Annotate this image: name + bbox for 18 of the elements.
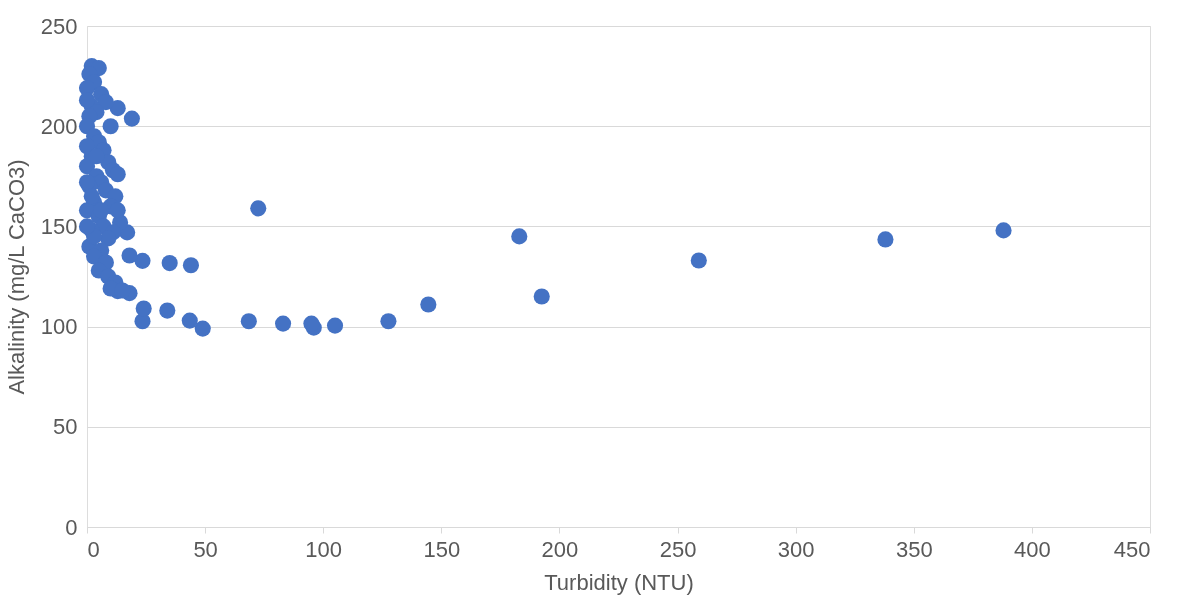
x-tick-label: 50 (193, 536, 218, 562)
x-tick-label: 300 (777, 536, 815, 562)
y-tick-label: 150 (40, 213, 78, 239)
x-tick-label: 0 (87, 536, 100, 562)
y-tick-label: 50 (53, 414, 78, 440)
x-axis-title: Turbidity (NTU) (544, 569, 694, 595)
x-tick-label: 250 (659, 536, 697, 562)
y-tick-label: 0 (65, 514, 78, 540)
y-tick-label: 100 (40, 314, 78, 340)
y-tick-label: 250 (40, 13, 78, 39)
x-tick-label: 400 (1014, 536, 1051, 562)
x-tick-label: 100 (305, 536, 343, 562)
y-tick-label: 200 (40, 113, 78, 139)
x-tick-label: 200 (541, 536, 579, 562)
x-tick-label: 450 (1113, 536, 1151, 562)
y-axis-title: Alkalinity (mg/L CaCO3) (3, 159, 29, 395)
x-tick-label: 150 (423, 536, 461, 562)
x-tick-label: 350 (895, 536, 933, 562)
